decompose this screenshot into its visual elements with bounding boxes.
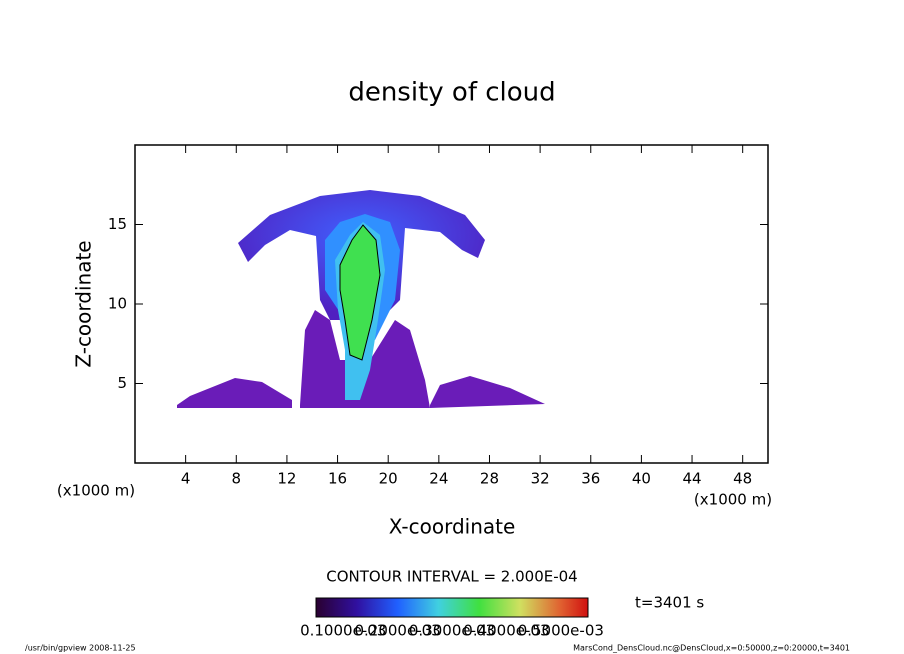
chart-title: density of cloud bbox=[348, 78, 555, 108]
colorbar-label: 0.1000e-03 bbox=[300, 622, 386, 640]
x-tick-label: 24 bbox=[429, 470, 448, 488]
y-axis-label: Z-coordinate bbox=[72, 240, 96, 367]
x-tick-label: 4 bbox=[181, 470, 191, 488]
colorbar-label: 0.4000e-03 bbox=[463, 622, 549, 640]
colorbar-label: 0.3000e-03 bbox=[409, 622, 495, 640]
x-tick-label: 8 bbox=[232, 470, 242, 488]
x-tick-label: 16 bbox=[328, 470, 347, 488]
x-tick-label: 28 bbox=[480, 470, 499, 488]
x-tick-label: 32 bbox=[531, 470, 550, 488]
colorbar-label: 0.2000e-03 bbox=[354, 622, 440, 640]
time-label: t=3401 s bbox=[635, 594, 704, 612]
colorbar bbox=[315, 597, 589, 618]
cloud-field bbox=[177, 190, 545, 408]
x-axis-label: X-coordinate bbox=[389, 515, 516, 539]
footer-left: /usr/bin/gpview 2008-11-25 bbox=[25, 644, 136, 653]
colorbar-label: 0.5000e-03 bbox=[518, 622, 604, 640]
x-tick-label: 40 bbox=[632, 470, 651, 488]
x-unit: (x1000 m) bbox=[694, 491, 772, 509]
plot-frame bbox=[134, 144, 769, 464]
x-tick-label: 12 bbox=[277, 470, 296, 488]
contour-interval: CONTOUR INTERVAL = 2.000E-04 bbox=[326, 568, 577, 586]
x-tick-label: 48 bbox=[733, 470, 752, 488]
y-tick-label: 5 bbox=[117, 374, 127, 392]
y-tick-label: 15 bbox=[108, 215, 127, 233]
y-tick-label: 10 bbox=[108, 295, 127, 313]
footer-right: MarsCond_DensCloud.nc@DensCloud,x=0:5000… bbox=[573, 644, 850, 653]
x-tick-label: 20 bbox=[379, 470, 398, 488]
x-tick-label: 44 bbox=[682, 470, 701, 488]
x-tick-label: 36 bbox=[581, 470, 600, 488]
y-unit: (x1000 m) bbox=[57, 482, 135, 500]
